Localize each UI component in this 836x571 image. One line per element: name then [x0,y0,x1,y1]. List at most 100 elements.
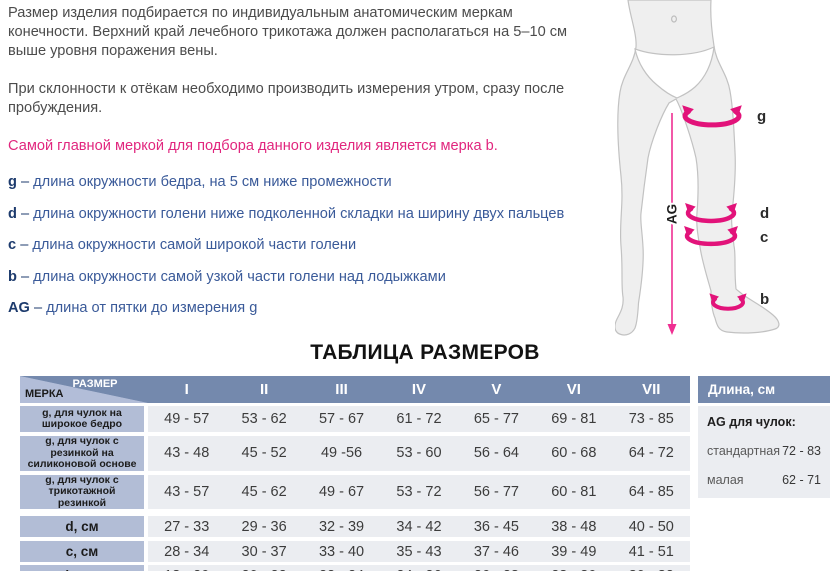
dash: – [20,237,29,253]
measure-desc: длина окружности самой широкой части гол… [32,237,357,253]
b-band-arrow-icon [709,293,747,311]
cell: 37 - 46 [457,541,536,565]
cell: 26 - 28 [457,565,536,571]
table-row: c, см 28 - 34 30 - 37 33 - 40 35 - 43 37… [20,541,690,565]
measure-definition-list: g – длина окружности бедра, на 5 см ниже… [8,173,586,317]
cell: 30 - 37 [225,541,303,565]
measure-item-d: d – длина окружности голени ниже подколе… [8,205,586,223]
navel-icon [670,15,677,23]
cell: 49 - 57 [148,406,226,436]
ag-label: AG [665,204,680,224]
row-label: c, см [20,541,148,565]
col-header-2: II [225,376,303,406]
cell: 60 - 68 [535,436,613,475]
measure-desc: длина окружности самой узкой части голен… [33,268,446,285]
c-label: c [760,229,768,246]
measure-key: d [8,205,17,222]
b-label: b [760,291,769,308]
measure-item-ag: AG – длина от пятки до измерения g [8,299,586,317]
cell: 28 - 34 [148,541,226,565]
measure-desc: длина окружности бедра, на 5 см ниже про… [33,174,392,190]
measure-item-b: b – длина окружности самой узкой части г… [8,268,586,286]
dash: – [20,205,30,222]
row-label: g, для чулок с трикотажной резинкой [20,474,148,516]
row-label: b, см [20,565,148,571]
dash: – [20,174,30,190]
col-header-3: III [302,376,381,406]
cell: 45 - 62 [225,474,303,516]
table-row: d, см 27 - 33 29 - 36 32 - 39 34 - 42 36… [20,516,690,541]
length-row-value: 72 - 83 [782,444,821,458]
size-table: РАЗМЕР МЕРКА I II III IV V VI VII g, для… [20,376,690,571]
cell: 49 -56 [302,436,381,475]
length-panel-header: Длина, см [698,376,830,403]
measure-key: AG [8,300,30,316]
cell: 28 - 30 [535,565,613,571]
cell: 56 - 77 [457,474,536,516]
cell: 27 - 33 [148,516,226,541]
length-panel-body: AG для чулок: стандартная 72 - 83 малая … [698,406,830,498]
cell: 39 - 49 [535,541,613,565]
intro-paragraph-1: Размер изделия подбирается по индивидуал… [8,5,568,59]
g-label: g [757,108,766,125]
measure-key: b [8,268,17,285]
size-table-header-row: РАЗМЕР МЕРКА I II III IV V VI VII [20,376,690,406]
table-row: g, для чулок с резинкой на силиконовой о… [20,435,690,475]
measure-key: c [8,237,17,253]
cell: 53 - 72 [380,474,458,516]
cell: 65 - 77 [457,406,536,436]
cell: 56 - 64 [457,436,536,475]
row-label: d, см [20,516,148,541]
length-row-label: малая [707,473,744,487]
d-band-arrow-icon [685,203,737,224]
cell: 33 - 40 [302,541,381,565]
length-row-standard: стандартная 72 - 83 [707,444,821,458]
measure-desc: длина от пятки до измерения g [46,300,258,316]
col-header-6: VI [535,376,613,406]
measure-key: g [8,174,17,190]
measure-desc: длина окружности голени ниже подколенной… [33,205,565,222]
length-row-label: стандартная [707,444,780,458]
cell: 40 - 50 [612,516,690,541]
table-row: b, см 18 - 20 20 - 22 22 - 24 24 - 26 26… [20,565,690,571]
d-label: d [760,205,769,222]
cell: 49 - 67 [302,474,381,516]
cell: 35 - 43 [380,541,458,565]
cell: 41 - 51 [612,541,690,565]
cell: 53 - 60 [380,436,458,475]
intro-paragraph-2: При склонности к отёкам необходимо произ… [8,81,565,116]
intro-text-block: Размер изделия подбирается по индивидуал… [8,4,586,331]
col-header-5: V [457,376,536,406]
cell: 24 - 26 [380,565,458,571]
size-table-title: ТАБЛИЦА РАЗМЕРОВ [310,341,540,364]
ag-arrowhead-icon [667,324,677,335]
cell: 43 - 57 [148,474,226,516]
panties-shape [634,45,715,99]
length-row-small: малая 62 - 71 [707,473,821,487]
cell: 18 - 20 [148,565,226,571]
cell: 34 - 42 [380,516,458,541]
dash: – [20,268,30,285]
cell: 32 - 39 [302,516,381,541]
cell: 64 - 85 [612,474,690,516]
leg-measurement-diagram: AG [614,0,836,345]
c-band-arrow-icon [684,226,738,247]
row-label: g, для чулок на широкое бедро [20,406,148,436]
cell: 73 - 85 [612,406,690,436]
table-row: g, для чулок с трикотажной резинкой 43 -… [20,474,690,516]
cell: 61 - 72 [380,406,458,436]
cell: 43 - 48 [148,436,226,475]
cell: 60 - 81 [535,474,613,516]
measure-item-c: c – длина окружности самой широкой части… [8,236,586,254]
col-header-4: IV [380,376,458,406]
col-header-1: I [148,376,226,406]
row-label: g, для чулок с резинкой на силиконовой о… [20,435,148,475]
cell: 36 - 45 [457,516,536,541]
cell: 38 - 48 [535,516,613,541]
cell: 20 - 22 [225,565,303,571]
measure-item-g: g – длина окружности бедра, на 5 см ниже… [8,173,586,191]
cell: 45 - 52 [225,436,303,475]
dash: – [33,300,43,316]
corner-label-size: РАЗМЕР [72,378,118,390]
